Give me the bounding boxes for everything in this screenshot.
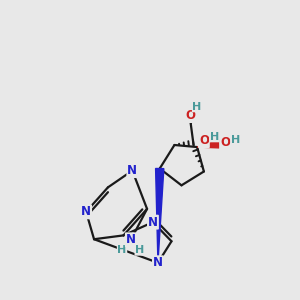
Text: N: N — [127, 164, 137, 177]
Text: H: H — [193, 102, 202, 112]
Text: O: O — [199, 134, 209, 147]
Text: H: H — [135, 245, 144, 255]
Polygon shape — [156, 169, 164, 263]
Text: H: H — [117, 245, 127, 255]
Text: N: N — [153, 256, 163, 269]
Text: O: O — [186, 109, 196, 122]
Text: H: H — [231, 135, 240, 145]
Text: N: N — [126, 233, 136, 246]
Text: N: N — [81, 205, 91, 218]
Text: O: O — [220, 136, 230, 149]
Text: H: H — [210, 132, 219, 142]
Polygon shape — [197, 140, 220, 148]
Text: N: N — [148, 216, 158, 229]
